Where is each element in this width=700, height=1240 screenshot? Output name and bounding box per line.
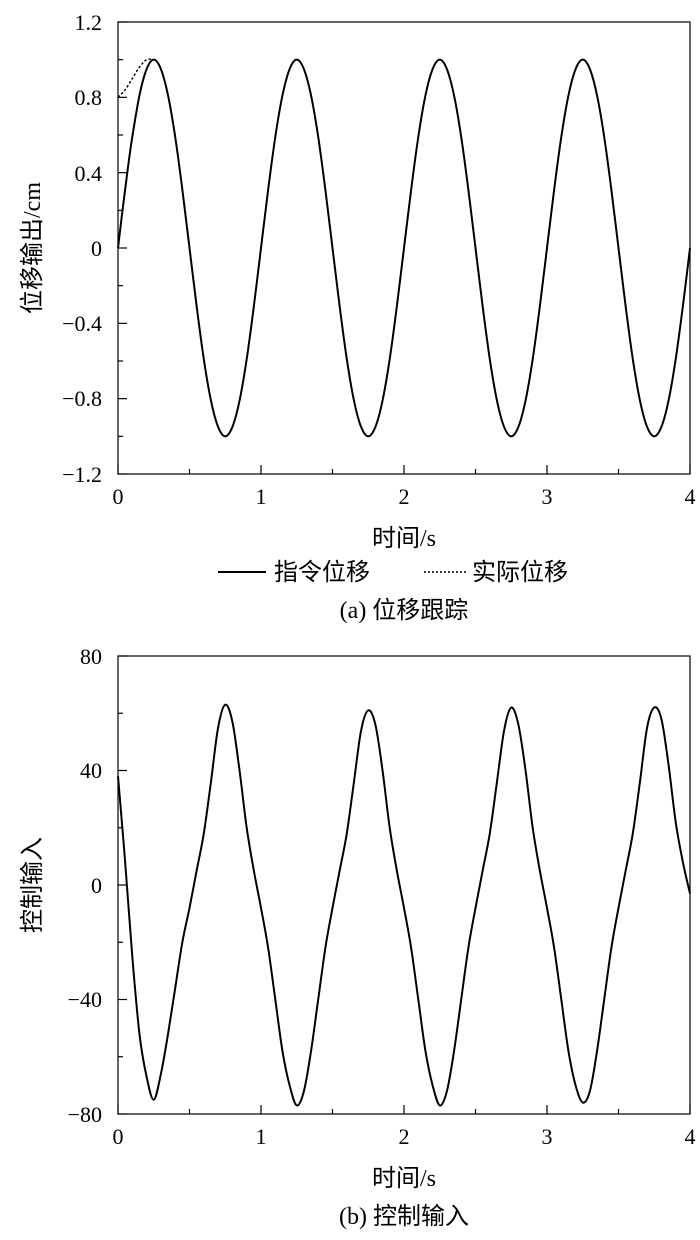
x-tick-label: 3 — [542, 1124, 553, 1149]
plot-series — [117, 703, 691, 1107]
x-tick-label: 4 — [685, 1124, 696, 1149]
y-tick-label: 0 — [91, 873, 102, 898]
y-tick-label: 0 — [91, 236, 102, 261]
y-axis-label: 控制输入 — [19, 837, 46, 933]
series-line — [117, 58, 691, 438]
x-tick-label: 2 — [399, 1124, 410, 1149]
series-line-actual — [117, 58, 154, 98]
legend-label: 实际位移 — [472, 559, 568, 586]
x-tick-label: 3 — [542, 484, 553, 509]
plot-frame — [117, 655, 691, 1115]
legend: 指令位移 实际位移 — [218, 559, 568, 586]
plot-series — [117, 58, 691, 438]
y-tick-label: −40 — [68, 987, 102, 1012]
series-line — [117, 703, 691, 1107]
y-tick-label: −80 — [68, 1102, 102, 1127]
y-tick-label: −1.2 — [62, 462, 102, 487]
panel-caption: (b) 控制输入 — [339, 1203, 469, 1230]
x-axis-label: 时间/s — [372, 1165, 436, 1192]
axis-ticks — [117, 21, 691, 475]
panel-caption: (a) 位移跟踪 — [340, 597, 469, 624]
y-tick-label: 40 — [80, 758, 102, 783]
x-axis-label: 时间/s — [372, 525, 436, 552]
x-tick-label: 1 — [256, 1124, 267, 1149]
y-axis-label: 位移输出/cm — [19, 182, 46, 314]
x-tick-label: 4 — [685, 484, 696, 509]
y-tick-label: 0.4 — [75, 161, 103, 186]
x-tick-label: 1 — [256, 484, 267, 509]
y-tick-label: −0.4 — [62, 311, 102, 336]
axis-ticks — [117, 655, 691, 1115]
x-tick-label: 0 — [113, 484, 124, 509]
panel-a-displacement-tracking: 1.2 0.8 0.4 0 −0.4 −0.8 −1.2 0 1 2 3 4 时… — [19, 10, 696, 624]
y-tick-label: 0.8 — [75, 85, 103, 110]
x-tick-label: 2 — [399, 484, 410, 509]
x-tick-label: 0 — [113, 1124, 124, 1149]
y-tick-label: 1.2 — [75, 10, 103, 35]
y-tick-label: 80 — [80, 644, 102, 669]
y-tick-label: −0.8 — [62, 386, 102, 411]
legend-label: 指令位移 — [274, 559, 370, 586]
panel-b-control-input: 80 40 0 −40 −80 0 1 2 3 4 时间/s 控制输入 (b) … — [19, 644, 696, 1230]
